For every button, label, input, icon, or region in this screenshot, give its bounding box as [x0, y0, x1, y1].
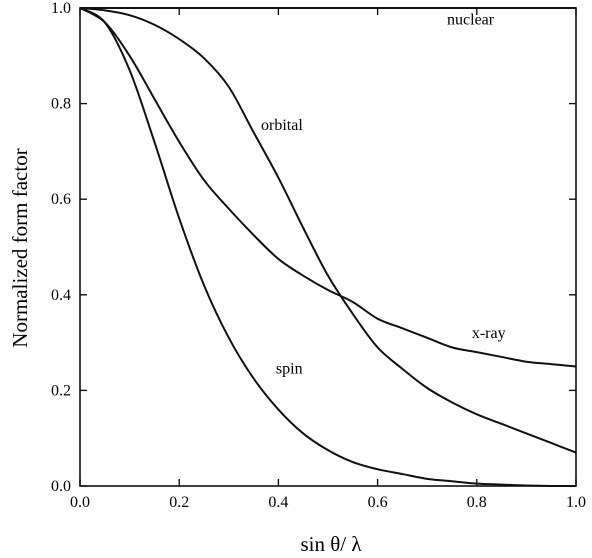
y-axis-label: Normalized form factor — [8, 148, 32, 347]
series-label-x-ray: x-ray — [472, 325, 506, 342]
x-tick-label: 0.2 — [169, 494, 189, 511]
y-tick-label: 1.0 — [51, 0, 71, 17]
series-label-nuclear: nuclear — [447, 12, 495, 29]
x-tick-label: 0.8 — [467, 494, 487, 511]
series-line-spin — [79, 7, 577, 488]
series-line-orbital — [79, 7, 577, 454]
series-line-x-ray — [79, 7, 577, 368]
y-tick-label: 0.6 — [51, 191, 71, 208]
plot-area: 0.0 0.2 0.4 0.6 0.8 1.0 0.0 0.2 0.4 0.6 0.8 1.0 nucl… — [51, 0, 586, 511]
x-tick-label: 1.0 — [566, 494, 586, 511]
x-axis-label: sin θ/ λ — [300, 532, 362, 556]
y-tick-label: 0.2 — [51, 382, 71, 399]
y-tick-label: 0.8 — [51, 96, 71, 113]
y-tick-label: 0.4 — [51, 287, 71, 304]
x-tick-label: 0.6 — [368, 494, 388, 511]
x-tick-label: 0.4 — [268, 494, 288, 511]
x-tick-label: 0.0 — [70, 494, 90, 511]
series-label-spin: spin — [276, 361, 303, 378]
plot-frame — [79, 7, 577, 487]
series-label-orbital: orbital — [261, 117, 303, 134]
y-tick-label: 0.0 — [51, 478, 71, 495]
